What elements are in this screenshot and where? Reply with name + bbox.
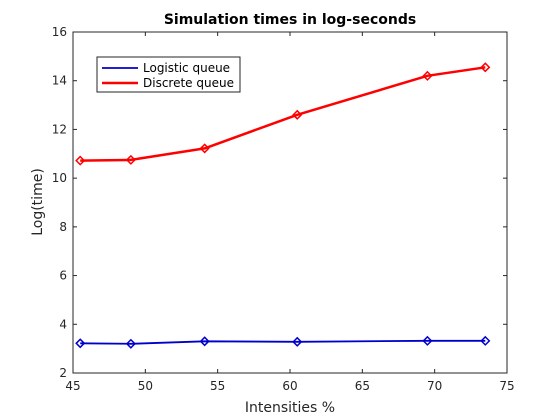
data-point-logistic-queue (292, 336, 303, 347)
x-tick-label: 70 (427, 379, 442, 393)
x-tick-label: 55 (210, 379, 225, 393)
data-point-discrete-queue (292, 109, 303, 120)
y-tick-label: 16 (52, 25, 67, 39)
data-point-logistic-queue (75, 338, 86, 349)
data-point-discrete-queue (75, 155, 86, 166)
x-tick-label: 65 (355, 379, 370, 393)
data-point-discrete-queue (422, 70, 433, 81)
legend-label-discrete-queue: Discrete queue (143, 76, 234, 90)
x-tick-label: 45 (65, 379, 80, 393)
data-point-discrete-queue (480, 62, 491, 73)
data-point-discrete-queue (199, 143, 210, 154)
y-tick-label: 8 (59, 220, 67, 234)
series-layer (75, 62, 491, 349)
data-point-discrete-queue (125, 154, 136, 165)
data-point-logistic-queue (125, 338, 136, 349)
data-point-logistic-queue (422, 335, 433, 346)
y-tick-label: 6 (59, 269, 67, 283)
ticks-layer: 45 50 55 60 65 70 75 2 4 6 8 10 12 14 16 (52, 25, 515, 393)
x-tick-label: 60 (282, 379, 297, 393)
x-tick-label: 75 (499, 379, 514, 393)
legend-box (96, 56, 241, 93)
y-tick-label: 12 (52, 122, 67, 136)
chart-title: Simulation times in log-seconds (164, 12, 416, 28)
x-axis-label: Intensities % (245, 400, 335, 416)
y-tick-label: 2 (59, 366, 67, 380)
y-axis-label: Log(time) (30, 168, 46, 236)
x-tick-label: 50 (138, 379, 153, 393)
data-point-logistic-queue (199, 336, 210, 347)
data-point-logistic-queue (480, 335, 491, 346)
series-line-discrete-queue (80, 66, 486, 162)
y-tick-label: 4 (59, 317, 67, 331)
y-tick-label: 14 (52, 74, 67, 88)
legend-label-logistic-queue: Logistic queue (143, 61, 230, 75)
y-tick-label: 10 (52, 171, 67, 185)
series-line-logistic-queue (80, 339, 486, 345)
